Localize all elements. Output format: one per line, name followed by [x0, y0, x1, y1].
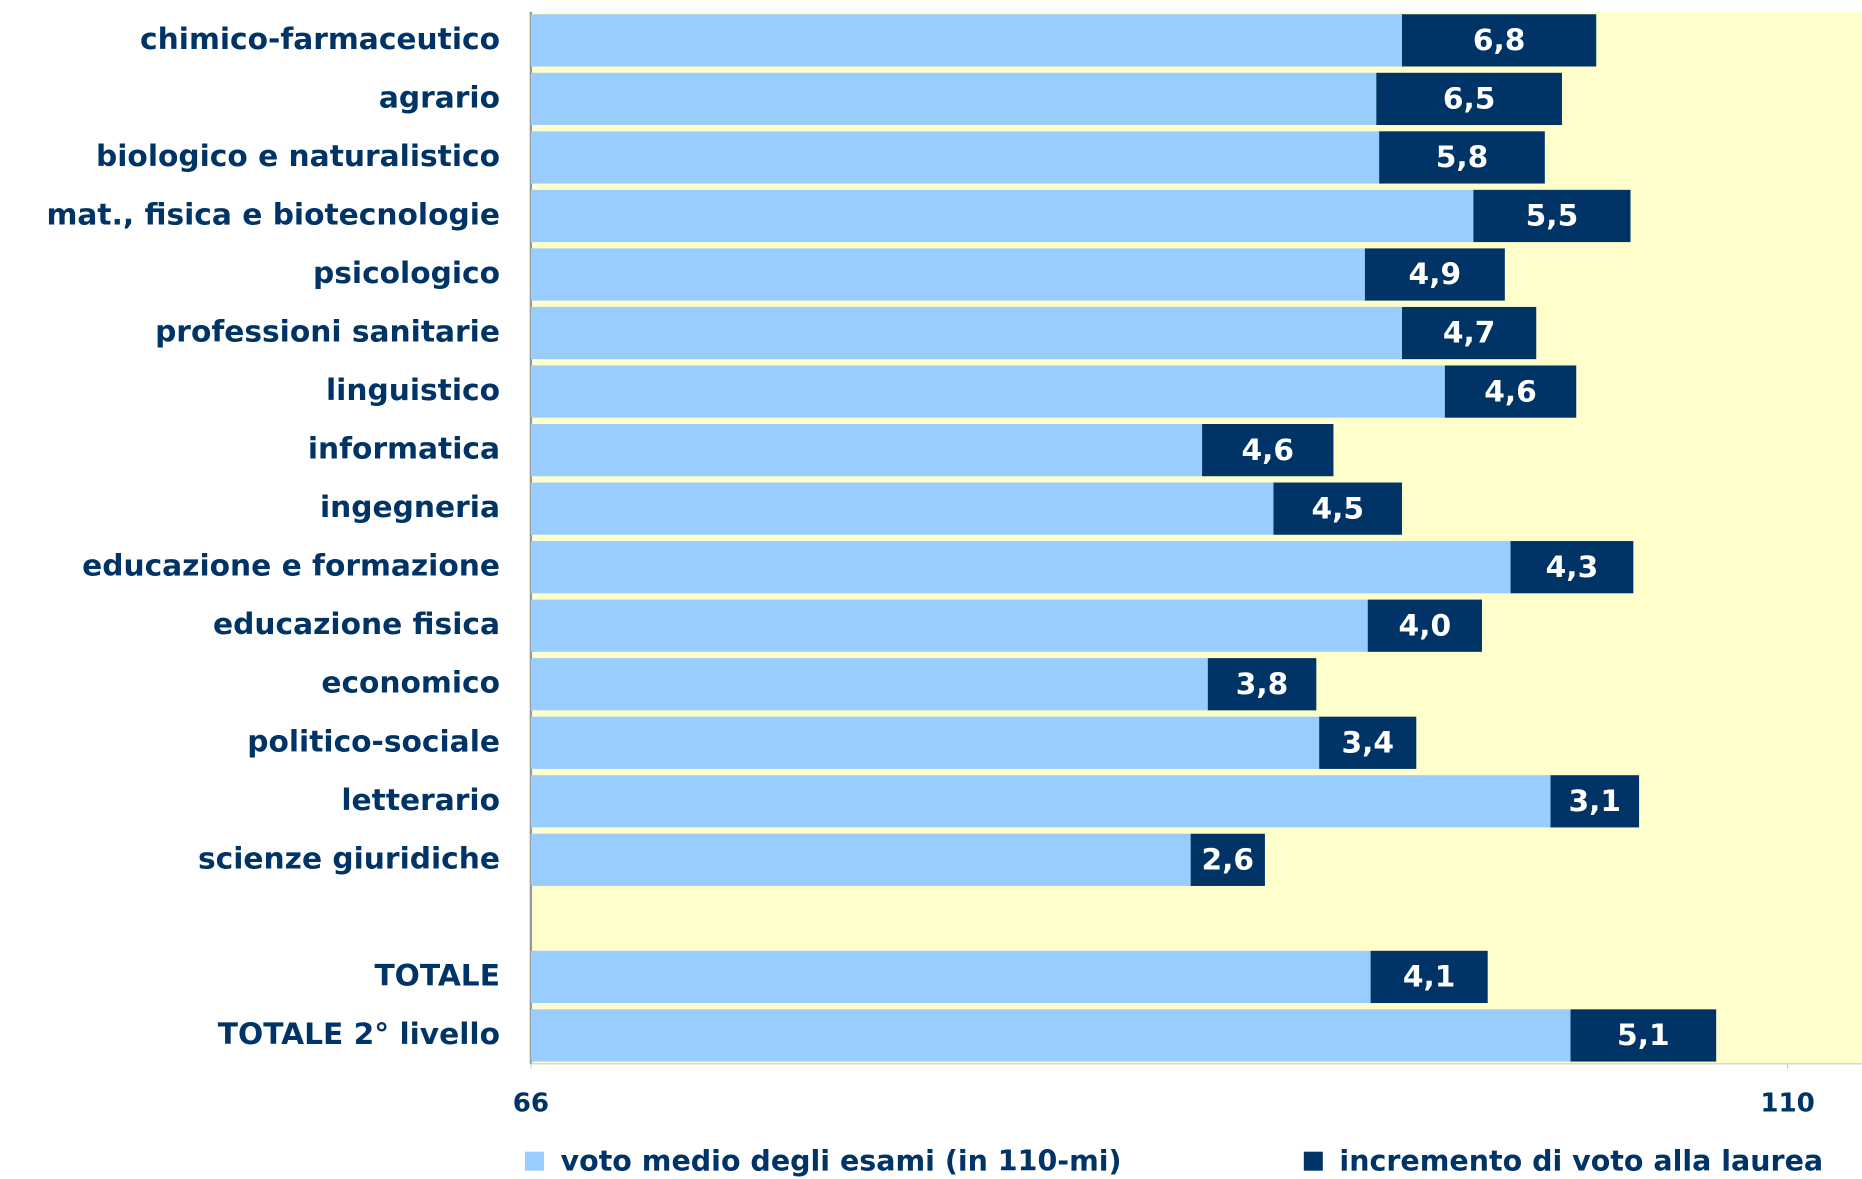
- value-label: 4,3: [1546, 549, 1599, 584]
- bar-segment: [530, 833, 1191, 886]
- category-label: agrario: [379, 79, 500, 114]
- bar-segment: [530, 716, 1320, 769]
- value-label: 4,6: [1484, 373, 1537, 408]
- category-label: educazione fisica: [213, 606, 500, 641]
- bar-segment: [1370, 950, 1488, 1004]
- category-label: mat., fisica e biotecnologie: [46, 196, 500, 231]
- x-tick-label: 110: [1760, 1089, 1815, 1119]
- bar-segment: [530, 658, 1208, 711]
- bar-segment: [1444, 365, 1577, 418]
- legend-label: voto medio degli esami (in 110-mi): [561, 1144, 1122, 1177]
- bar-segment: [1402, 306, 1537, 360]
- value-label: 6,5: [1443, 81, 1496, 116]
- category-label: linguistico: [326, 372, 500, 407]
- value-label: 5,1: [1617, 1017, 1670, 1052]
- category-label: ingegneria: [320, 489, 500, 524]
- bar-segment: [530, 541, 1511, 594]
- bar-segment: [530, 72, 1377, 126]
- bar-segment: [530, 775, 1551, 828]
- x-tick-label: 66: [513, 1089, 549, 1119]
- category-label: educazione e formazione: [82, 548, 500, 583]
- bar-segment: [1473, 189, 1631, 243]
- bar-segment: [1207, 658, 1317, 711]
- bar-segment: [530, 599, 1368, 652]
- value-label: 4,1: [1403, 959, 1456, 994]
- category-label: chimico-farmaceutico: [140, 21, 500, 56]
- bar-segment: [1379, 131, 1545, 184]
- bar-segment: [1570, 1009, 1717, 1062]
- bar-segment: [1190, 833, 1265, 886]
- bar-segment: [530, 423, 1203, 477]
- value-label: 2,6: [1201, 842, 1254, 877]
- category-label: psicologico: [313, 255, 500, 290]
- category-label: politico-sociale: [247, 723, 500, 758]
- value-label: 3,8: [1236, 666, 1289, 701]
- category-label: professioni sanitarie: [155, 314, 500, 349]
- bar-segment: [530, 482, 1274, 535]
- value-label: 4,6: [1241, 432, 1294, 467]
- bar-segment: [530, 248, 1365, 301]
- bar-segment: [1319, 716, 1417, 769]
- category-label: economico: [321, 665, 500, 700]
- value-label: 3,1: [1569, 783, 1622, 818]
- bar-segment: [530, 131, 1380, 184]
- bar-segment: [530, 950, 1371, 1004]
- category-label: TOTALE 2° livello: [218, 1016, 500, 1051]
- legend-label: incremento di voto alla laurea: [1339, 1144, 1823, 1177]
- plot-background: [530, 11, 1862, 1064]
- value-label: 5,8: [1436, 139, 1489, 174]
- bar-segment: [530, 1009, 1571, 1062]
- value-label: 4,5: [1311, 490, 1364, 525]
- value-label: 4,0: [1399, 607, 1452, 642]
- category-label: informatica: [308, 431, 500, 466]
- category-label: biologico e naturalistico: [96, 138, 500, 173]
- bar-segment: [530, 365, 1445, 418]
- value-label: 4,9: [1409, 256, 1462, 291]
- category-label: letterario: [341, 782, 500, 817]
- bar-segment: [1550, 775, 1640, 828]
- category-label: scienze giuridiche: [198, 840, 500, 875]
- bar-segment: [530, 306, 1403, 360]
- value-label: 6,8: [1473, 22, 1526, 57]
- bar-segment: [1402, 14, 1597, 67]
- bar-segment: [1510, 541, 1634, 594]
- bar-segment: [1367, 599, 1482, 652]
- value-label: 4,7: [1443, 315, 1496, 350]
- legend-swatch: [1303, 1151, 1323, 1171]
- bar-segment: [1364, 248, 1505, 301]
- bar-segment: [1376, 72, 1562, 126]
- bar-segment: [1202, 423, 1334, 477]
- bar-segment: [530, 14, 1403, 67]
- value-label: 3,4: [1341, 724, 1394, 759]
- category-label: TOTALE: [374, 957, 500, 992]
- bar-segment: [530, 189, 1474, 243]
- bar-segment: [1273, 482, 1403, 535]
- value-label: 5,5: [1526, 198, 1579, 233]
- legend-swatch: [524, 1151, 544, 1171]
